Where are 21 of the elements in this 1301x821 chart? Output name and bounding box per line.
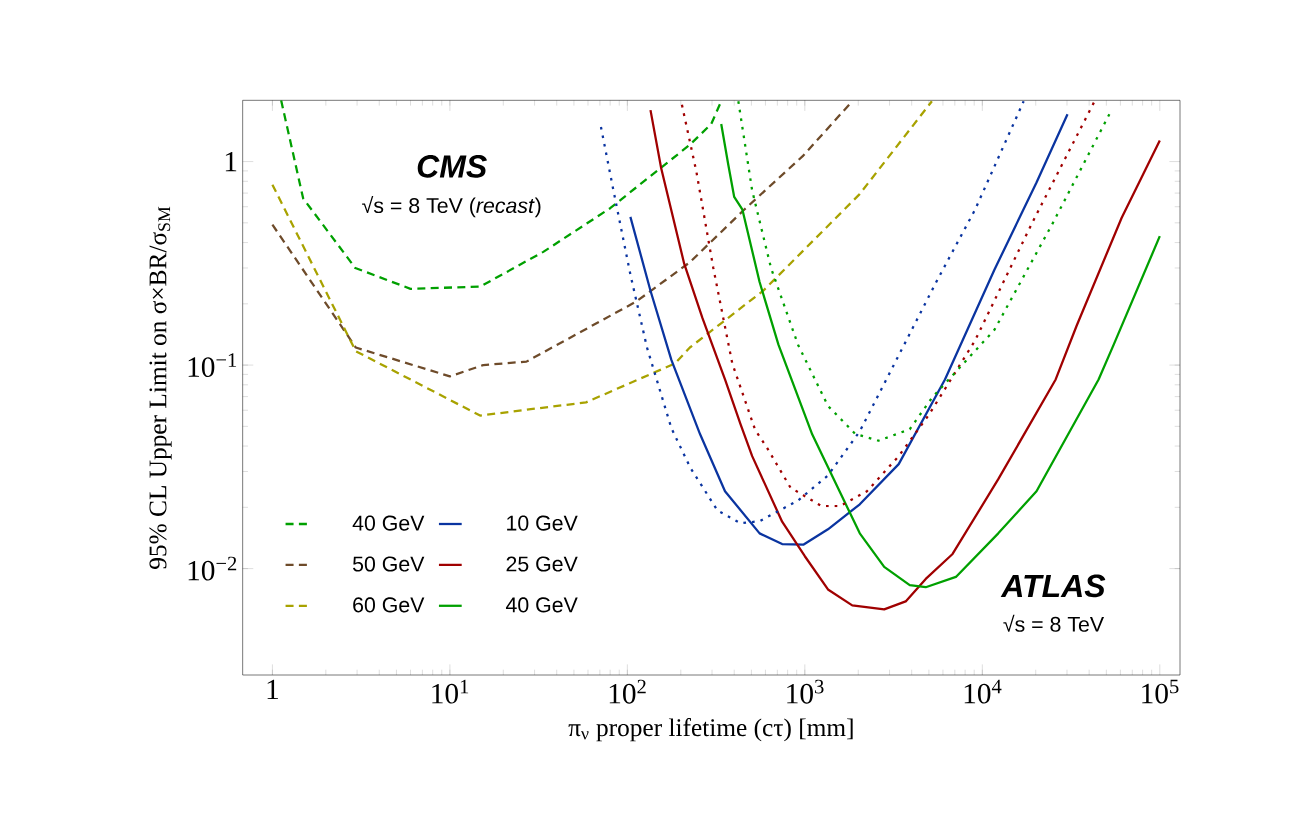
legend-label: 10 GeV xyxy=(507,515,578,531)
x-axis-title: π$_{ν}$ proper lifetime (cτ) [mm] xyxy=(568,718,853,742)
y-tick-label: 10$^{−2}$ xyxy=(188,556,237,581)
legend-label: 50 GeV xyxy=(352,556,425,572)
x-tick-label: 10$^{1}$ xyxy=(432,679,469,704)
legend-label: 40 GeV xyxy=(505,597,578,613)
x-tick-label: 10$^{4}$ xyxy=(964,679,1002,704)
x-tick-label: 10$^{3}$ xyxy=(787,679,824,704)
annotation: √s = 8 TeV xyxy=(1003,614,1105,632)
x-tick-label: 10$^{2}$ xyxy=(609,679,646,704)
y-axis-title: 95% CL Upper Limit on σ×BR/σ$_{SM}$ xyxy=(149,206,172,569)
legend-label: 25 GeV xyxy=(506,556,578,572)
x-tick-label: 1 xyxy=(267,679,278,700)
y-tick-label: 1 xyxy=(225,151,237,172)
y-tick-label: 10$^{−1}$ xyxy=(188,353,237,378)
x-tick-label: 10$^{5}$ xyxy=(1142,679,1179,704)
annotation: ATLAS xyxy=(1000,574,1106,598)
annotation: CMS xyxy=(417,155,487,178)
legend-label: 60 GeV xyxy=(353,597,425,613)
annotation: √s = 8 TeV (recast) xyxy=(362,195,541,218)
legend-label: 40 GeV xyxy=(352,515,425,531)
